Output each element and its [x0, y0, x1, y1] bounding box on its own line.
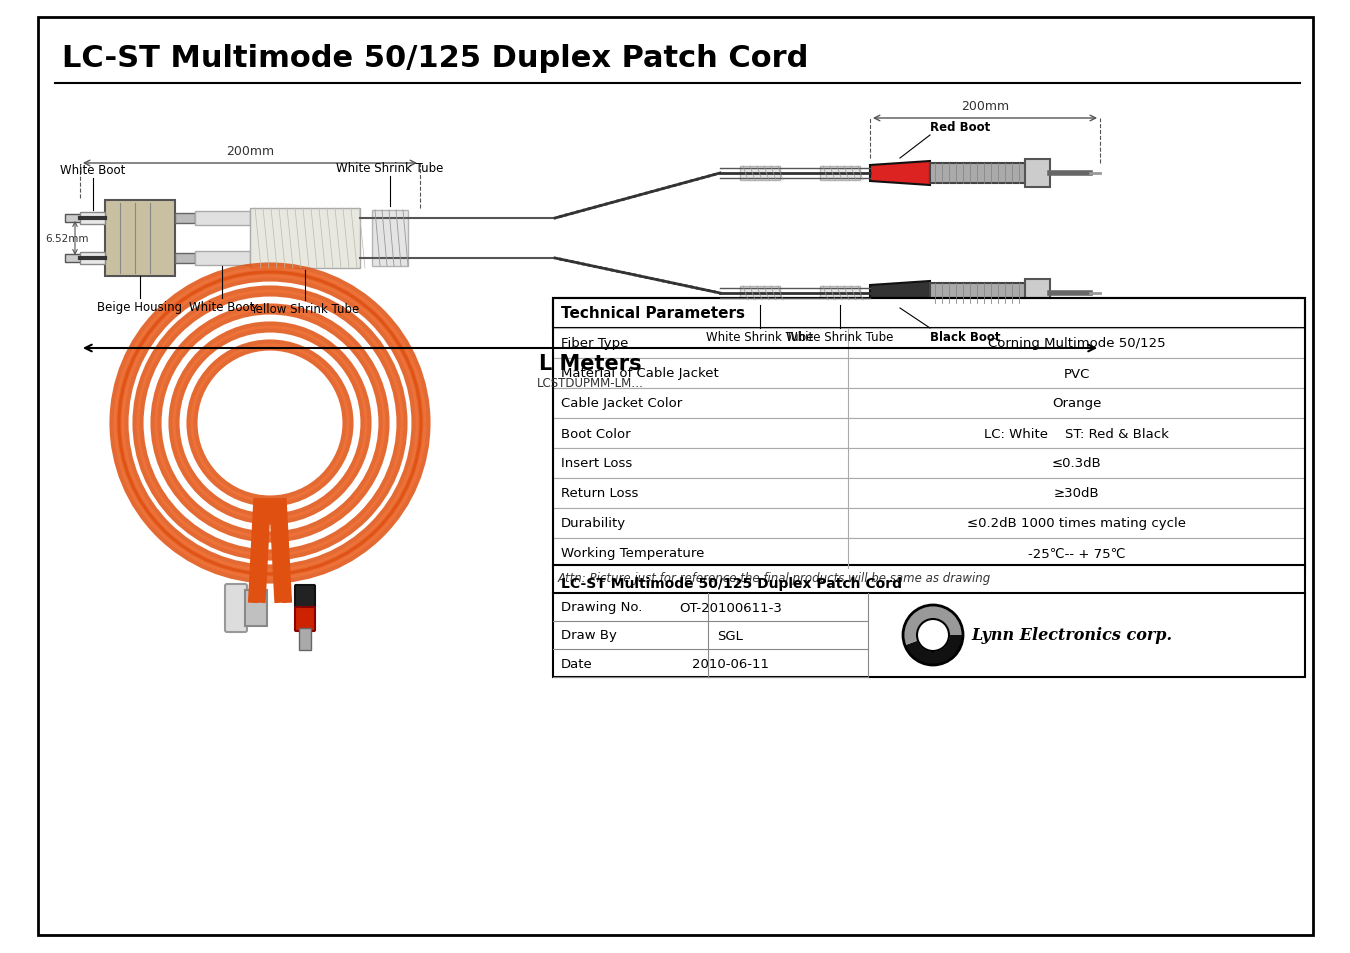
Text: Corning Multimode 50/125: Corning Multimode 50/125	[988, 337, 1165, 350]
Text: Yellow Shrink Tube: Yellow Shrink Tube	[250, 303, 359, 315]
Polygon shape	[869, 282, 930, 306]
Text: LCSTDUPMM-LM…: LCSTDUPMM-LM…	[536, 376, 644, 390]
FancyBboxPatch shape	[194, 212, 250, 226]
Text: Working Temperature: Working Temperature	[562, 547, 705, 560]
FancyBboxPatch shape	[930, 164, 1030, 184]
FancyBboxPatch shape	[176, 253, 194, 264]
Text: ≤0.2dB 1000 times mating cycle: ≤0.2dB 1000 times mating cycle	[967, 517, 1187, 530]
Text: Orange: Orange	[1052, 397, 1102, 410]
Text: L Meters: L Meters	[539, 354, 641, 374]
Text: White Boot: White Boot	[61, 164, 126, 177]
FancyBboxPatch shape	[554, 478, 1305, 509]
FancyBboxPatch shape	[930, 284, 1030, 304]
Text: Return Loss: Return Loss	[562, 487, 639, 500]
Wedge shape	[903, 605, 963, 645]
Text: SGL: SGL	[718, 629, 744, 641]
Circle shape	[917, 619, 949, 651]
Text: Insert Loss: Insert Loss	[562, 457, 632, 470]
FancyBboxPatch shape	[250, 209, 360, 269]
Text: Fiber Type: Fiber Type	[562, 337, 628, 350]
Text: LC: White    ST: Red & Black: LC: White ST: Red & Black	[984, 427, 1169, 440]
FancyBboxPatch shape	[373, 211, 408, 267]
Text: Drawing No.: Drawing No.	[562, 601, 643, 614]
Text: White Shrink Tube: White Shrink Tube	[706, 331, 814, 344]
FancyBboxPatch shape	[554, 509, 1305, 538]
FancyBboxPatch shape	[819, 167, 860, 181]
Text: Technical Parameters: Technical Parameters	[562, 306, 745, 321]
FancyBboxPatch shape	[105, 201, 176, 276]
Text: 6.52mm: 6.52mm	[45, 233, 89, 244]
Circle shape	[202, 355, 338, 492]
FancyBboxPatch shape	[819, 287, 860, 301]
FancyBboxPatch shape	[554, 538, 1305, 568]
Text: White Shrink Tube: White Shrink Tube	[786, 331, 894, 344]
Text: LC-ST Multimode 50/125 Duplex Patch Cord: LC-ST Multimode 50/125 Duplex Patch Cord	[562, 577, 902, 590]
Text: -25℃-- + 75℃: -25℃-- + 75℃	[1027, 547, 1126, 560]
Text: Material of Cable Jacket: Material of Cable Jacket	[562, 367, 718, 380]
FancyBboxPatch shape	[80, 253, 105, 265]
Text: 200mm: 200mm	[225, 145, 274, 158]
Text: Black Boot: Black Boot	[930, 331, 1000, 344]
Polygon shape	[869, 162, 930, 186]
FancyBboxPatch shape	[38, 18, 1314, 935]
Text: 2010-06-11: 2010-06-11	[693, 657, 770, 670]
Text: OT-20100611-3: OT-20100611-3	[679, 601, 782, 614]
FancyBboxPatch shape	[65, 254, 81, 263]
FancyBboxPatch shape	[194, 252, 250, 266]
FancyBboxPatch shape	[554, 565, 1305, 678]
Text: Attn: Picture just for reference,the final products will be same as drawing: Attn: Picture just for reference,the fin…	[558, 572, 991, 584]
FancyBboxPatch shape	[296, 585, 315, 607]
FancyBboxPatch shape	[740, 287, 780, 301]
Text: Durability: Durability	[562, 517, 626, 530]
FancyBboxPatch shape	[244, 590, 267, 626]
FancyBboxPatch shape	[554, 298, 1305, 329]
FancyBboxPatch shape	[298, 628, 311, 650]
Text: LC-ST Multimode 50/125 Duplex Patch Cord: LC-ST Multimode 50/125 Duplex Patch Cord	[62, 44, 809, 73]
FancyBboxPatch shape	[554, 418, 1305, 449]
FancyBboxPatch shape	[554, 449, 1305, 478]
Text: PVC: PVC	[1064, 367, 1089, 380]
Text: Beige Housing: Beige Housing	[97, 301, 182, 314]
Wedge shape	[904, 636, 963, 665]
Text: Cable Jacket Color: Cable Jacket Color	[562, 397, 682, 410]
Text: White Boot: White Boot	[189, 301, 255, 314]
FancyBboxPatch shape	[65, 214, 81, 223]
Text: Date: Date	[562, 657, 593, 670]
Text: 200mm: 200mm	[961, 100, 1008, 112]
FancyBboxPatch shape	[1025, 160, 1050, 188]
Text: White Shrink Tube: White Shrink Tube	[336, 162, 444, 174]
Text: Red Boot: Red Boot	[930, 121, 991, 133]
FancyBboxPatch shape	[740, 167, 780, 181]
FancyBboxPatch shape	[225, 584, 247, 633]
Text: ≤0.3dB: ≤0.3dB	[1052, 457, 1102, 470]
FancyBboxPatch shape	[296, 607, 315, 631]
FancyBboxPatch shape	[554, 358, 1305, 389]
FancyBboxPatch shape	[554, 329, 1305, 358]
Text: Lynn Electronics corp.: Lynn Electronics corp.	[971, 627, 1172, 644]
Text: Draw By: Draw By	[562, 629, 617, 641]
Text: ≥30dB: ≥30dB	[1054, 487, 1099, 500]
FancyBboxPatch shape	[554, 389, 1305, 418]
FancyBboxPatch shape	[176, 213, 194, 224]
FancyBboxPatch shape	[80, 213, 105, 225]
FancyBboxPatch shape	[1025, 280, 1050, 308]
Text: Boot Color: Boot Color	[562, 427, 630, 440]
